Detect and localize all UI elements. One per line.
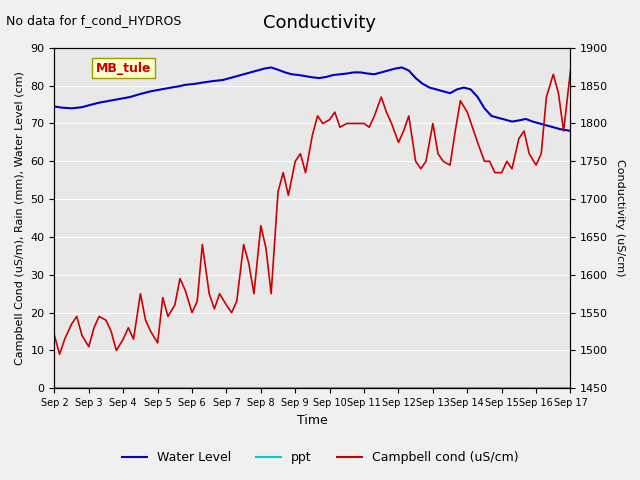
Text: No data for f_cond_HYDROS: No data for f_cond_HYDROS — [6, 14, 182, 27]
X-axis label: Time: Time — [297, 414, 328, 427]
Y-axis label: Conductivity (uS/cm): Conductivity (uS/cm) — [615, 159, 625, 277]
Legend: Water Level, ppt, Campbell cond (uS/cm): Water Level, ppt, Campbell cond (uS/cm) — [116, 446, 524, 469]
Text: Conductivity: Conductivity — [264, 14, 376, 33]
Text: MB_tule: MB_tule — [96, 61, 151, 74]
Y-axis label: Campbell Cond (uS/m), Rain (mm), Water Level (cm): Campbell Cond (uS/m), Rain (mm), Water L… — [15, 71, 25, 365]
